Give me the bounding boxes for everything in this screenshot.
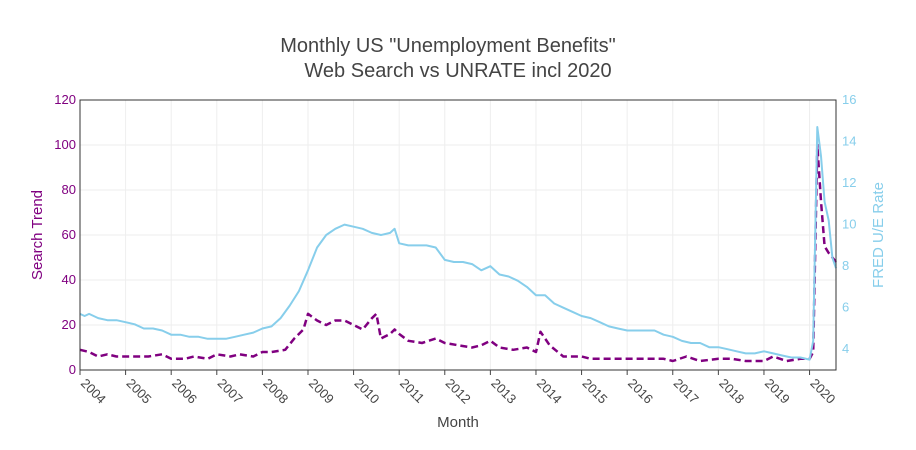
y-right-tick-label: 10 — [842, 217, 856, 232]
plot-frame — [79, 99, 837, 371]
x-tick-label: 2008 — [260, 376, 291, 407]
grid — [79, 99, 836, 371]
y-axis-right: 4 6 8 10 12 14 16 — [842, 92, 856, 356]
y-right-tick-label: 4 — [842, 341, 849, 356]
chart-title-line2: Web Search vs UNRATE incl 2020 — [304, 60, 611, 82]
y-right-tick-label: 12 — [842, 175, 856, 190]
x-tick-label: 2006 — [169, 376, 200, 407]
chart-title-line1: Monthly US "Unemployment Benefits" — [280, 35, 615, 57]
x-tick-label: 2016 — [625, 376, 656, 407]
x-tick-label: 2011 — [397, 376, 427, 406]
y-axis-left-title: Search Trend — [29, 190, 46, 280]
series-line-unrate — [79, 126, 837, 361]
y-right-tick-label: 8 — [842, 258, 849, 273]
x-tick-label: 2014 — [534, 376, 565, 407]
x-tick-label: 2010 — [351, 376, 382, 407]
x-tick-label: 2019 — [762, 376, 793, 407]
x-tick-label: 2017 — [671, 376, 702, 407]
x-axis: 2004 2005 2006 2007 2008 2009 2010 2011 2012 2013… — [78, 370, 838, 407]
y-axis-left: 0 20 40 60 80 100 120 — [54, 92, 76, 377]
y-left-tick-label: 40 — [62, 272, 76, 287]
x-tick-label: 2009 — [306, 376, 337, 407]
y-right-tick-label: 14 — [842, 134, 856, 149]
x-tick-label: 2015 — [579, 376, 610, 407]
x-tick-label: 2020 — [807, 376, 838, 407]
y-right-tick-label: 6 — [842, 300, 849, 315]
y-left-tick-label: 20 — [62, 317, 76, 332]
y-left-tick-label: 80 — [62, 182, 76, 197]
x-axis-title: Month — [437, 414, 479, 431]
x-tick-label: 2004 — [78, 376, 109, 407]
y-axis-right-title: FRED U/E Rate — [870, 182, 887, 288]
y-left-tick-label: 0 — [69, 362, 76, 377]
y-left-tick-label: 120 — [54, 92, 76, 107]
series-line-search-trend — [79, 143, 837, 363]
x-tick-label: 2012 — [443, 376, 474, 407]
x-tick-label: 2007 — [215, 376, 246, 407]
x-tick-label: 2013 — [488, 376, 519, 407]
y-left-tick-label: 60 — [62, 227, 76, 242]
x-tick-label: 2005 — [123, 376, 154, 407]
series-layer — [79, 126, 837, 363]
y-right-tick-label: 16 — [842, 92, 856, 107]
y-left-tick-label: 100 — [54, 137, 76, 152]
x-tick-label: 2018 — [716, 376, 747, 407]
